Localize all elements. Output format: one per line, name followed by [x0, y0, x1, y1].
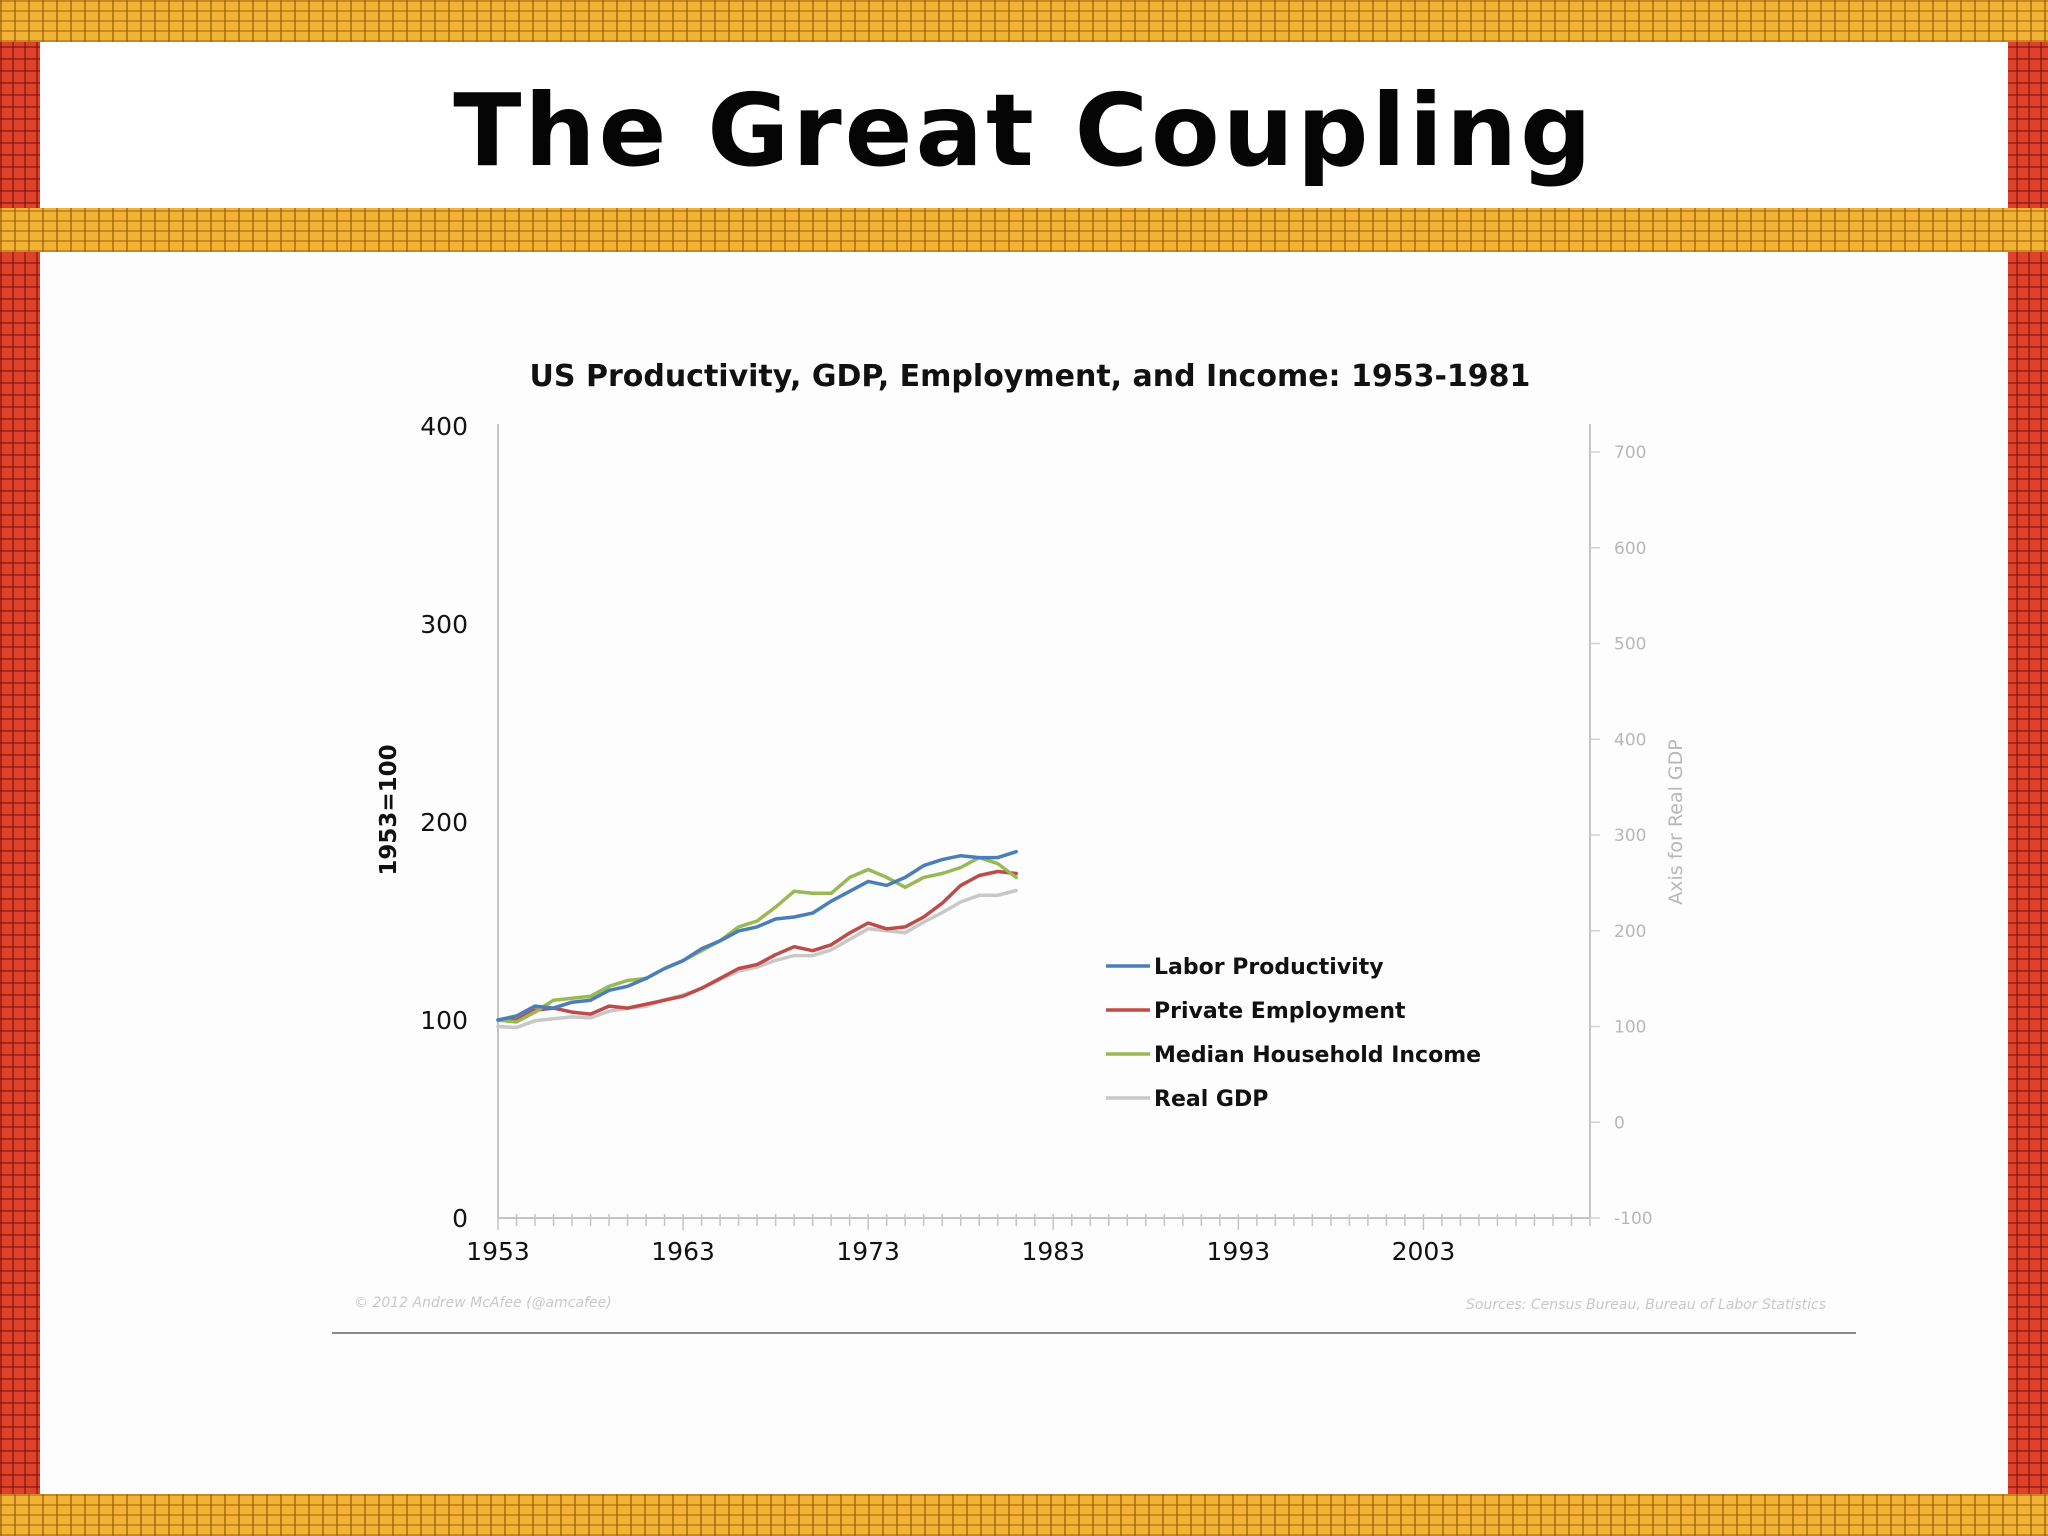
- right-axis-label: Axis for Real GDP: [1665, 739, 1687, 904]
- left-axis-tick-label: 300: [420, 610, 468, 639]
- right-axis-tick-label: 600: [1614, 539, 1646, 559]
- right-axis-tick-label: 300: [1614, 826, 1646, 846]
- decorative-border-middle: [0, 208, 2048, 252]
- legend-label: Median Household Income: [1154, 1043, 1481, 1068]
- chart-legend: Labor Productivity Private Employment Medi…: [1106, 955, 1481, 1112]
- x-axis-tick-label: 1993: [1207, 1237, 1271, 1266]
- legend-label: Labor Productivity: [1154, 955, 1384, 980]
- x-axis-tick-label: 2003: [1392, 1237, 1456, 1266]
- series-line-median-household-income: [496, 855, 1018, 1024]
- right-axis-tick-label: 0: [1614, 1113, 1625, 1133]
- left-axis-label: 1953=100: [376, 744, 402, 875]
- series-line-private-employment: [496, 869, 1018, 1022]
- sources-note: Sources: Census Bureau, Bureau of Labor …: [1466, 1297, 1826, 1313]
- right-axis-tick-label: 500: [1614, 635, 1646, 655]
- right-axis-tick-labels: -100 0 100 200 300 400 500 600 700: [1590, 443, 1653, 1229]
- series-lines: [496, 849, 1018, 1030]
- right-axis-tick-label: -100: [1614, 1209, 1653, 1229]
- x-axis-tick-label: 1973: [836, 1237, 900, 1266]
- decorative-border-bottom: [0, 1494, 2048, 1536]
- line-chart: US Productivity, GDP, Employment, and In…: [332, 359, 1856, 1334]
- right-axis-tick-label: 400: [1614, 730, 1646, 750]
- chart-axes: [497, 424, 1591, 1219]
- right-axis-tick-label: 200: [1614, 922, 1646, 942]
- copyright-note: © 2012 Andrew McAfee (@amcafee): [354, 1295, 612, 1311]
- x-axis-tick-label: 1963: [651, 1237, 715, 1266]
- x-axis-tick-labels: 1953 1963 1973 1983 1993 2003: [466, 1237, 1455, 1266]
- decorative-border-top: [0, 0, 2048, 42]
- slide-title: The Great Coupling: [453, 71, 1595, 189]
- legend-label: Private Employment: [1154, 999, 1406, 1024]
- left-axis-tick-label: 100: [420, 1006, 468, 1035]
- content-panel: US Productivity, GDP, Employment, and In…: [40, 252, 2008, 1494]
- x-axis-tick-label: 1983: [1021, 1237, 1085, 1266]
- right-axis-tick-label: 100: [1614, 1018, 1646, 1038]
- x-axis-tick-label: 1953: [466, 1237, 530, 1266]
- title-panel: The Great Coupling: [40, 42, 2008, 208]
- legend-label: Real GDP: [1154, 1087, 1268, 1112]
- left-axis-tick-label: 400: [420, 412, 468, 441]
- series-line-real-gdp: [496, 888, 1018, 1030]
- chart-title: US Productivity, GDP, Employment, and In…: [530, 359, 1531, 394]
- left-axis-tick-labels: 0 100 200 300 400: [420, 412, 468, 1233]
- left-axis-tick-label: 0: [452, 1204, 468, 1233]
- left-axis-tick-label: 200: [420, 808, 468, 837]
- x-axis-minor-ticks: [497, 1214, 1591, 1230]
- series-line-labor-productivity: [496, 849, 1018, 1022]
- right-axis-tick-label: 700: [1614, 443, 1646, 463]
